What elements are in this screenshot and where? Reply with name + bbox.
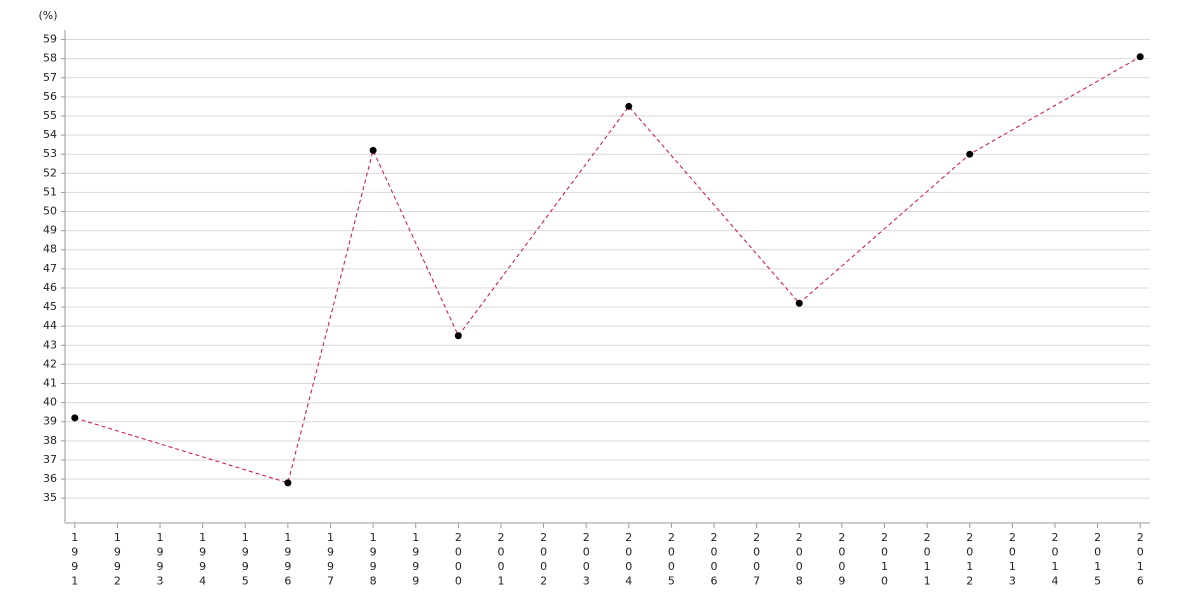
y-tick-label: 48 [43,243,57,256]
y-tick-label: 46 [43,281,57,294]
y-tick-label: 47 [43,262,57,275]
y-axis-label: (%) [38,9,57,22]
marker [966,150,974,158]
y-tick-label: 50 [43,205,57,218]
y-tick-label: 53 [43,147,57,160]
y-tick-label: 52 [43,166,57,179]
marker [625,102,633,110]
y-tick-label: 55 [43,109,57,122]
y-tick-label: 58 [43,52,57,65]
y-tick-label: 43 [43,338,57,351]
marker [284,479,292,487]
marker [454,332,462,340]
y-tick-label: 49 [43,224,57,237]
y-tick-label: 59 [43,33,57,46]
marker [795,299,803,307]
marker [71,414,79,422]
y-tick-label: 54 [43,128,57,141]
line [74,56,1141,484]
y-tick-label: 51 [43,185,57,198]
marker [1136,53,1144,61]
y-tick-label: 41 [43,377,57,390]
y-tick-label: 40 [43,396,57,409]
y-tick-label: 42 [43,357,57,370]
y-tick-label: 38 [43,434,57,447]
marker [369,146,377,154]
y-tick-label: 44 [43,319,57,332]
y-tick-label: 45 [43,300,57,313]
y-tick-label: 35 [43,491,57,504]
y-tick-label: 36 [43,472,57,485]
y-tick-label: 39 [43,415,57,428]
y-tick-label: 57 [43,71,57,84]
y-tick-label: 37 [43,453,57,466]
y-tick-label: 56 [43,90,57,103]
